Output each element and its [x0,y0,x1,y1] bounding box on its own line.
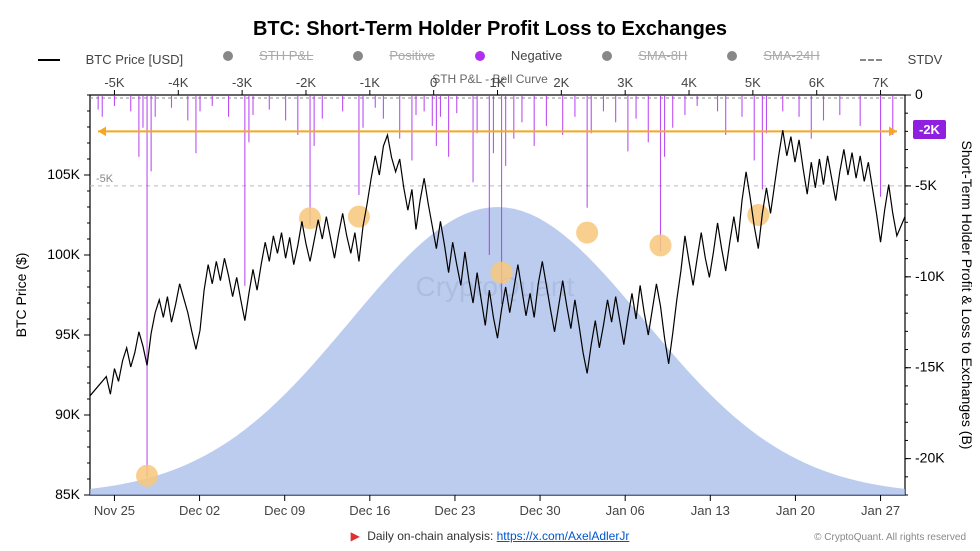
svg-text:105K: 105K [47,166,80,182]
svg-text:Jan 06: Jan 06 [606,503,645,518]
svg-text:0: 0 [915,86,923,102]
svg-text:-3K: -3K [232,75,253,90]
svg-text:4K: 4K [681,75,697,90]
svg-text:3K: 3K [617,75,633,90]
svg-text:Jan 27: Jan 27 [861,503,900,518]
svg-text:-5K: -5K [104,75,125,90]
svg-text:6K: 6K [809,75,825,90]
svg-text:Dec 16: Dec 16 [349,503,390,518]
svg-text:0: 0 [430,75,437,90]
svg-text:-5K: -5K [96,173,114,185]
svg-text:Dec 30: Dec 30 [519,503,560,518]
svg-text:85K: 85K [55,486,81,502]
footer-link[interactable]: https://x.com/AxelAdlerJr [497,529,630,543]
chart-svg: -5K -4K -3K -2K -1K 0 1K 2K 3K 4K 5K 6K 7K 85K 90K 95K 1… [0,0,980,551]
svg-text:100K: 100K [47,246,80,262]
svg-text:5K: 5K [745,75,761,90]
svg-text:-5K: -5K [915,177,937,193]
copyright: © CryptoQuant. All rights reserved [814,532,966,543]
svg-text:-20K: -20K [915,450,945,466]
svg-text:95K: 95K [55,326,81,342]
svg-text:1K: 1K [490,75,506,90]
svg-text:2K: 2K [553,75,569,90]
svg-text:BTC Price ($): BTC Price ($) [13,253,29,338]
svg-text:Dec 02: Dec 02 [179,503,220,518]
footer-text: Daily on-chain analysis: [367,529,493,543]
svg-text:Dec 09: Dec 09 [264,503,305,518]
svg-text:-10K: -10K [915,268,945,284]
chart-root: { "title":"BTC: Short-Term Holder Profit… [0,0,980,551]
svg-text:Short-Term Holder Profit & Los: Short-Term Holder Profit & Loss to Excha… [959,141,975,450]
svg-text:-1K: -1K [360,75,381,90]
svg-text:Dec 23: Dec 23 [434,503,475,518]
svg-text:Nov 25: Nov 25 [94,503,135,518]
svg-text:-15K: -15K [915,359,945,375]
triangle-icon: ▶ [351,529,360,543]
svg-text:90K: 90K [55,406,81,422]
svg-text:Jan 20: Jan 20 [776,503,815,518]
svg-text:Jan 13: Jan 13 [691,503,730,518]
svg-text:-4K: -4K [168,75,189,90]
svg-text:-2K: -2K [296,75,317,90]
svg-text:7K: 7K [873,75,889,90]
